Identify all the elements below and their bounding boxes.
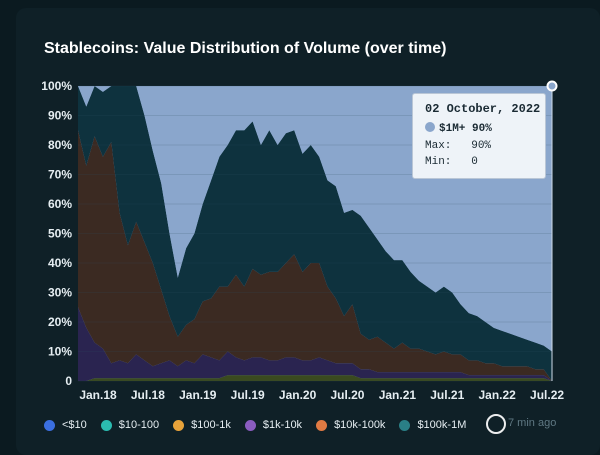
x-tick-label: Jan.22 bbox=[478, 388, 516, 402]
y-tick-label: 50% bbox=[48, 227, 72, 241]
y-tick-label: 80% bbox=[48, 138, 72, 152]
tooltip-min-row: Min: 0 bbox=[425, 156, 478, 168]
legend-dot bbox=[316, 419, 328, 431]
x-axis-ticks: Jan.18 Jul.18 Jan.19 Jul.19 Jan.20 Jul.20 Jan.… bbox=[79, 388, 564, 402]
y-tick-label: 100% bbox=[41, 79, 72, 93]
area-100k-1m[interactable] bbox=[78, 86, 552, 381]
tooltip-max-value: 90% bbox=[471, 140, 492, 152]
area-1k-10k[interactable] bbox=[78, 307, 552, 381]
legend-dot bbox=[399, 419, 411, 431]
x-tick-label: Jul.21 bbox=[430, 388, 464, 402]
x-tick-label: Jul.22 bbox=[530, 388, 564, 402]
tooltip-series-value: 90% bbox=[472, 123, 492, 135]
tooltip-date: 02 October, 2022 bbox=[425, 102, 541, 116]
tooltip-max-label: Max: bbox=[425, 140, 452, 152]
x-tick-label: Jul.19 bbox=[231, 388, 265, 402]
legend-dot bbox=[100, 419, 112, 431]
legend-dot bbox=[44, 419, 55, 431]
tooltip-min-value: 0 bbox=[471, 156, 478, 168]
watermark-icon bbox=[486, 414, 506, 434]
y-axis-ticks: 0 10% 20% 30% 40% 50% 60% 70% 80% 90% 100% bbox=[41, 79, 72, 388]
watermark-logo bbox=[486, 414, 506, 434]
legend-item[interactable]: $100k-1M bbox=[399, 419, 466, 431]
area-10k-100k[interactable] bbox=[78, 130, 552, 381]
legend-label: $100-1k bbox=[191, 419, 231, 431]
x-tick-label: Jan.19 bbox=[179, 388, 217, 402]
updated-timestamp: 7 min ago bbox=[508, 417, 557, 429]
area-100-1k[interactable] bbox=[78, 375, 552, 381]
legend-label: $1k-10k bbox=[262, 419, 303, 431]
y-tick-label: 20% bbox=[48, 315, 72, 329]
legend-label: $10-100 bbox=[118, 419, 160, 431]
legend-label: $100k-1M bbox=[417, 419, 467, 431]
legend-item[interactable]: $10k-100k bbox=[316, 419, 385, 431]
legend-item[interactable]: $100-1k bbox=[173, 419, 231, 431]
y-tick-label: 90% bbox=[48, 109, 72, 123]
chart-tooltip: 02 October, 2022 $1M+ 90% Max: 90% Min: … bbox=[412, 93, 546, 179]
tooltip-series-row: $1M+ 90% bbox=[425, 122, 492, 135]
legend-dot bbox=[244, 419, 256, 431]
chart-legend: <$10 $10-100 $100-1k $1k-10k $10k-100k $… bbox=[44, 416, 466, 434]
y-tick-label: 60% bbox=[48, 197, 72, 211]
y-tick-label: 40% bbox=[48, 256, 72, 270]
chart-title: Stablecoins: Value Distribution of Volum… bbox=[44, 40, 447, 57]
legend-item[interactable]: <$10 bbox=[44, 419, 87, 431]
legend-item[interactable]: $1k-10k bbox=[244, 419, 303, 431]
y-tick-label: 70% bbox=[48, 168, 72, 182]
x-tick-label: Jan.18 bbox=[79, 388, 117, 402]
tooltip-min-label: Min: bbox=[425, 156, 452, 168]
y-tick-label: 10% bbox=[48, 345, 72, 359]
hover-point[interactable] bbox=[546, 80, 558, 92]
x-tick-label: Jan.20 bbox=[279, 388, 317, 402]
y-tick-label: 30% bbox=[48, 286, 72, 300]
y-tick-label: 0 bbox=[65, 374, 72, 388]
tooltip-max-row: Max: 90% bbox=[425, 140, 491, 152]
legend-label: $10k-100k bbox=[334, 419, 386, 431]
legend-item[interactable]: $10-100 bbox=[100, 419, 160, 431]
x-tick-label: Jul.18 bbox=[131, 388, 165, 402]
x-tick-label: Jul.20 bbox=[330, 388, 364, 402]
x-tick-label: Jan.21 bbox=[379, 388, 417, 402]
legend-dot bbox=[173, 419, 185, 431]
tooltip-series-dot bbox=[425, 122, 435, 132]
tooltip-series-name: $1M+ bbox=[439, 123, 466, 135]
legend-label: <$10 bbox=[62, 419, 87, 431]
